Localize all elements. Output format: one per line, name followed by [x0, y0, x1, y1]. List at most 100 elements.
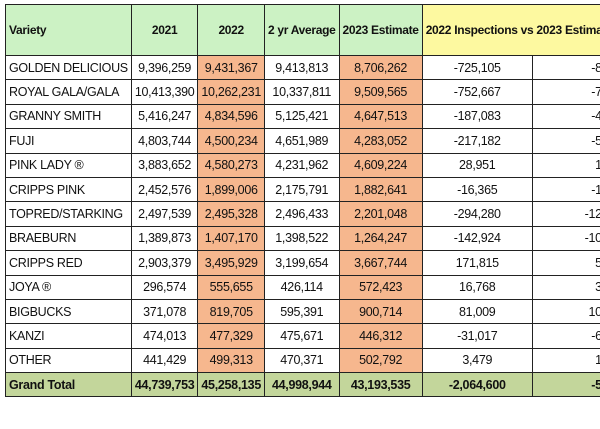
cell-y2021: 441,429: [130, 347, 199, 374]
cell-variety: PINK LADY ®: [5, 152, 132, 178]
header-2021: 2021: [130, 4, 199, 56]
cell-y2021: 10,413,390: [130, 79, 199, 105]
cell-diff: -294,280: [421, 201, 533, 227]
cell-pct: 1%: [531, 347, 600, 374]
table-row: ROYAL GALA/GALA 10,413,390 10,262,231 10,33…: [5, 79, 600, 105]
cell-variety: CRIPPS RED: [5, 250, 132, 276]
table-row: CRIPPS RED 2,903,379 3,495,929 3,199,654 3,6…: [5, 250, 600, 276]
table-row: GRANNY SMITH 5,416,247 4,834,596 5,125,421 4…: [5, 103, 600, 130]
cell-y2021: 3,883,652: [130, 152, 199, 178]
cell-avg: 426,114: [263, 274, 340, 300]
cell-avg: 2,496,433: [263, 201, 340, 227]
cell-pct: -8%: [531, 54, 600, 81]
table-row: KANZI 474,013 477,329 475,671 446,312 -31,017…: [5, 323, 600, 349]
cell-avg: 5,125,421: [263, 103, 340, 130]
cell-y2022: 1,899,006: [197, 176, 265, 203]
cell-y2022: 3,495,929: [197, 250, 265, 276]
cell-y2021: 5,416,247: [130, 103, 199, 130]
cell-pct: -7%: [531, 79, 600, 105]
cell-est2023: 9,509,565: [338, 79, 423, 105]
cell-est2023: 4,283,052: [338, 128, 423, 154]
cell-avg: 44,998,944: [263, 372, 340, 398]
cell-y2022: 4,500,234: [197, 128, 265, 154]
cell-avg: 2,175,791: [263, 176, 340, 203]
cell-y2022: 477,329: [197, 323, 265, 349]
cell-y2021: 371,078: [130, 298, 199, 325]
cell-variety: OTHER: [5, 347, 132, 374]
cell-pct: 3%: [531, 274, 600, 300]
cell-diff: -187,083: [421, 103, 533, 130]
header-variety: Variety: [5, 4, 132, 56]
table-row: FUJI 4,803,744 4,500,234 4,651,989 4,283,052…: [5, 128, 600, 154]
cell-avg: 1,398,522: [263, 225, 340, 252]
grand-total-row: Grand Total 44,739,753 45,258,135 44,998,94…: [5, 372, 600, 398]
cell-pct: -10%: [531, 225, 600, 252]
cell-avg: 3,199,654: [263, 250, 340, 276]
cell-est2023: 43,193,535: [338, 372, 423, 398]
cell-est2023: 900,714: [338, 298, 423, 325]
cell-est2023: 3,667,744: [338, 250, 423, 276]
cell-pct: 10%: [531, 298, 600, 325]
cell-diff: -725,105: [421, 54, 533, 81]
cell-diff: 28,951: [421, 152, 533, 178]
cell-avg: 4,231,962: [263, 152, 340, 178]
cell-pct: 1%: [531, 152, 600, 178]
cell-diff: -2,064,600: [421, 372, 533, 398]
cell-y2022: 9,431,367: [197, 54, 265, 81]
cell-pct: -4%: [531, 103, 600, 130]
table-row: JOYA ® 296,574 555,655 426,114 572,423 16,768…: [5, 274, 600, 300]
cell-variety: JOYA ®: [5, 274, 132, 300]
table-body: GOLDEN DELICIOUS 9,396,259 9,431,367 9,413,…: [5, 54, 600, 398]
cell-y2022: 4,580,273: [197, 152, 265, 178]
cell-pct: 5%: [531, 250, 600, 276]
cell-y2021: 1,389,873: [130, 225, 199, 252]
cell-y2021: 9,396,259: [130, 54, 199, 81]
cell-variety: Grand Total: [5, 372, 132, 398]
cell-est2023: 4,609,224: [338, 152, 423, 178]
cell-variety: GOLDEN DELICIOUS: [5, 54, 132, 81]
cell-est2023: 502,792: [338, 347, 423, 374]
cell-y2021: 4,803,744: [130, 128, 199, 154]
cell-y2022: 819,705: [197, 298, 265, 325]
table-row: TOPRED/STARKING 2,497,539 2,495,328 2,496,4…: [5, 201, 600, 227]
cell-diff: -752,667: [421, 79, 533, 105]
cell-diff: 16,768: [421, 274, 533, 300]
cell-est2023: 4,647,513: [338, 103, 423, 130]
header-2023-estimate: 2023 Estimate: [338, 4, 423, 56]
cell-y2021: 44,739,753: [130, 372, 199, 398]
header-2022: 2022: [197, 4, 265, 56]
cell-variety: BIGBUCKS: [5, 298, 132, 325]
cell-y2021: 2,452,576: [130, 176, 199, 203]
cell-diff: 171,815: [421, 250, 533, 276]
cell-variety: BRAEBURN: [5, 225, 132, 252]
apple-inspections-table: Variety 2021 2022 2 yr Average 2023 Esti…: [5, 4, 600, 398]
cell-avg: 9,413,813: [263, 54, 340, 81]
cell-est2023: 1,264,247: [338, 225, 423, 252]
cell-est2023: 8,706,262: [338, 54, 423, 81]
cell-diff: -142,924: [421, 225, 533, 252]
table-row: GOLDEN DELICIOUS 9,396,259 9,431,367 9,413,…: [5, 54, 600, 81]
cell-variety: TOPRED/STARKING: [5, 201, 132, 227]
cell-pct: -5%: [531, 372, 600, 398]
cell-diff: 3,479: [421, 347, 533, 374]
cell-diff: -16,365: [421, 176, 533, 203]
cell-pct: -6%: [531, 323, 600, 349]
cell-y2022: 499,313: [197, 347, 265, 374]
cell-y2021: 2,497,539: [130, 201, 199, 227]
cell-pct: -1%: [531, 176, 600, 203]
cell-est2023: 1,882,641: [338, 176, 423, 203]
cell-y2022: 555,655: [197, 274, 265, 300]
cell-avg: 595,391: [263, 298, 340, 325]
cell-variety: CRIPPS PINK: [5, 176, 132, 203]
cell-y2022: 2,495,328: [197, 201, 265, 227]
cell-pct: -5%: [531, 128, 600, 154]
cell-y2021: 2,903,379: [130, 250, 199, 276]
cell-y2021: 296,574: [130, 274, 199, 300]
cell-avg: 4,651,989: [263, 128, 340, 154]
header-row: Variety 2021 2022 2 yr Average 2023 Esti…: [5, 4, 600, 56]
cell-variety: KANZI: [5, 323, 132, 349]
table-row: BIGBUCKS 371,078 819,705 595,391 900,714 81,0…: [5, 298, 600, 325]
cell-avg: 470,371: [263, 347, 340, 374]
cell-diff: 81,009: [421, 298, 533, 325]
